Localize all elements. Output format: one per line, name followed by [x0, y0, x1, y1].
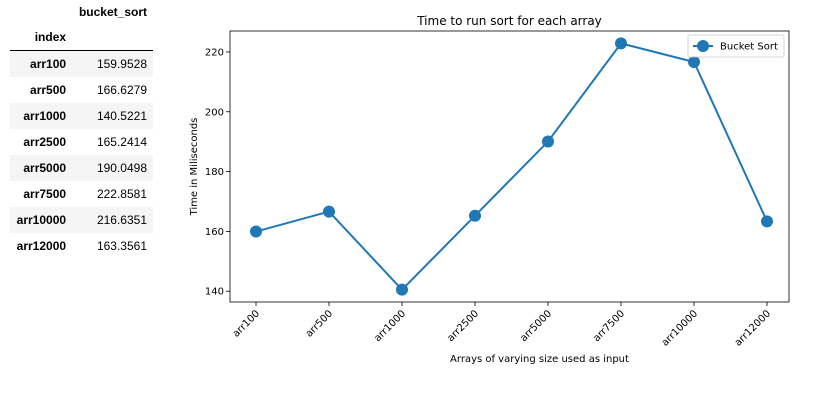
index-header-spacer: [72, 25, 153, 51]
row-value: 190.0498: [96, 161, 147, 175]
series-line: [255, 42, 768, 292]
row-value: 216.6351: [96, 213, 147, 227]
table-corner: [10, 0, 72, 25]
row-index: arr500: [30, 83, 67, 97]
y-tick-label: 160: [205, 227, 224, 238]
y-tick-label: 180: [205, 167, 224, 178]
table-row: arr12000 163.3561: [10, 233, 153, 259]
y-tick-label: 200: [205, 107, 224, 118]
row-value: 222.8581: [96, 187, 147, 201]
data-point: [250, 225, 262, 238]
row-index: arr2500: [23, 135, 67, 149]
x-tick-label: arr5000: [518, 308, 554, 344]
legend-label: Bucket Sort: [720, 42, 778, 53]
row-value: 159.9528: [96, 57, 147, 71]
plot-frame: [229, 30, 790, 303]
data-point: [323, 205, 335, 218]
row-index: arr10000: [16, 213, 67, 227]
x-tick-label: arr12000: [733, 308, 773, 348]
table-row: arr2500 165.2414: [10, 129, 153, 155]
data-point: [396, 283, 408, 296]
data-point: [542, 135, 554, 148]
table-body: arr100 159.9528 arr500 166.6279 arr1000 140.5…: [10, 50, 153, 260]
y-axis-label: Time in Miliseconds: [189, 118, 200, 217]
row-index: arr12000: [16, 239, 67, 253]
table-row: arr7500 222.8581: [10, 181, 153, 207]
legend-marker: [697, 40, 709, 52]
dataframe-table: bucket_sort index arr100 159.9528 arr500 16…: [10, 0, 153, 259]
x-tick-label: arr7500: [591, 308, 627, 344]
table-row: arr500 166.6279: [10, 77, 153, 103]
table-row: arr100 159.9528: [10, 50, 153, 77]
row-index: arr5000: [23, 161, 67, 175]
row-value: 140.5221: [96, 109, 147, 123]
column-header-bucket-sort: bucket_sort: [78, 5, 147, 19]
row-index: arr7500: [23, 187, 67, 201]
row-value: 165.2414: [96, 135, 147, 149]
data-point: [469, 209, 481, 222]
x-tick-label: arr10000: [660, 308, 700, 348]
index-header: index: [34, 30, 67, 44]
y-tick-label: 140: [205, 287, 224, 298]
y-tick-label: 220: [205, 47, 224, 58]
row-index: arr1000: [23, 109, 67, 123]
x-tick-label: arr500: [304, 308, 335, 339]
data-point: [761, 215, 773, 228]
row-value: 166.6279: [96, 83, 147, 97]
legend-box: [687, 34, 785, 58]
table-row: arr1000 140.5221: [10, 103, 153, 129]
table-row: arr10000 216.6351: [10, 207, 153, 233]
chart-title: Time to run sort for each array: [416, 14, 602, 28]
x-tick-label: arr1000: [372, 308, 408, 344]
x-tick-label: arr100: [231, 308, 262, 339]
row-index: arr100: [30, 57, 67, 71]
table-row: arr5000 190.0498: [10, 155, 153, 181]
x-axis-label: Arrays of varying size used as input: [450, 354, 629, 365]
data-point: [615, 37, 627, 50]
x-tick-label: arr2500: [445, 308, 481, 344]
legend: Bucket Sort: [687, 34, 785, 58]
data-point: [688, 56, 700, 69]
row-value: 163.3561: [96, 239, 147, 253]
